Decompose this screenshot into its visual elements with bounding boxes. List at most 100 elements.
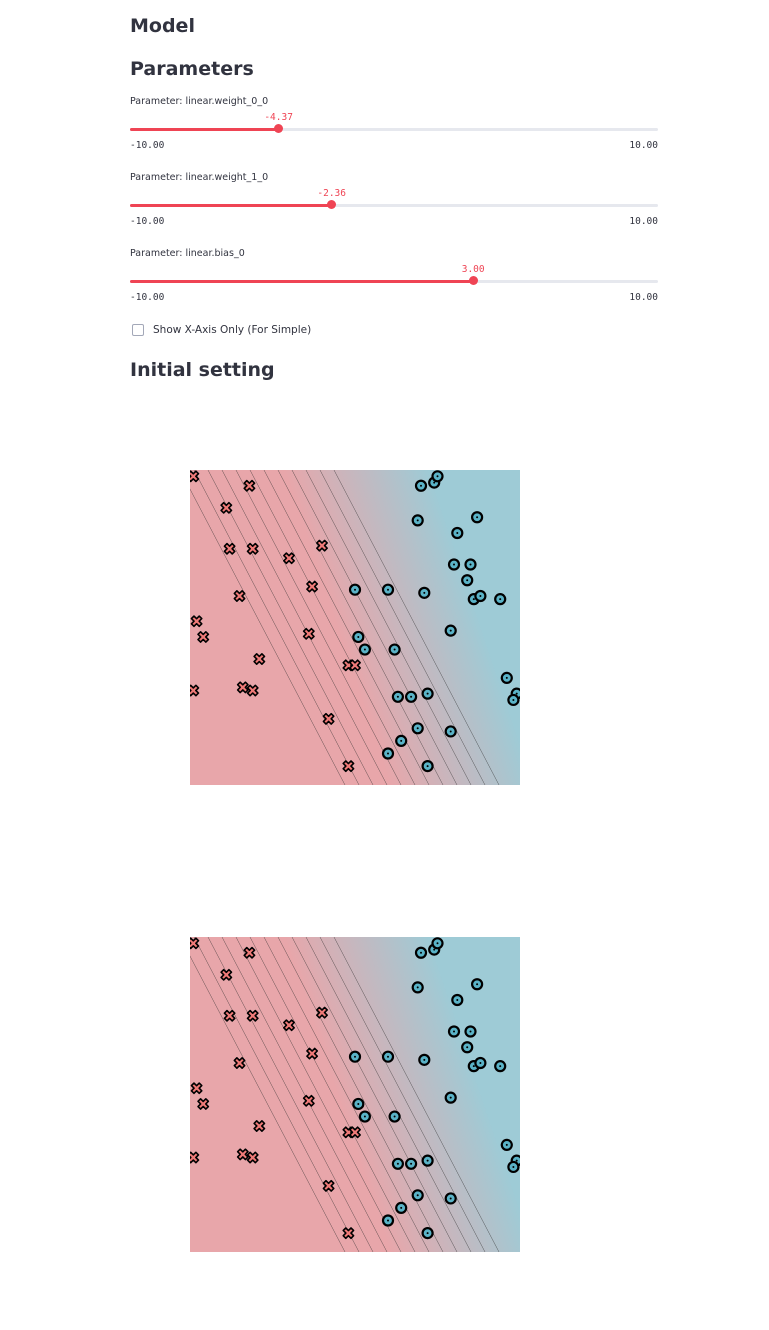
contour-line [319,470,486,785]
slider-weight-0-0[interactable]: -4.37 -10.00 10.00 [130,112,658,152]
class-x-point [190,937,200,950]
plot-svg [190,937,520,1252]
class-o-point [381,747,395,760]
class-o-point [405,690,418,703]
class-x-point [246,542,259,555]
class-x-point [223,542,236,555]
slider-weight-1-0[interactable]: -2.36 -10.00 10.00 [130,188,658,228]
x-axis-only-toggle[interactable]: Show X-Axis Only (For Simple) [132,324,311,336]
contour-line [221,470,388,785]
class-o-point [348,583,362,596]
contour-line [207,470,374,785]
contour-line [207,937,374,1252]
plot-svg [190,470,520,785]
class-o-point [421,687,434,700]
param-label: Parameter: linear.bias_0 [130,248,245,259]
contour-line [319,937,486,1252]
class-x-point [283,1019,295,1032]
class-o-point [411,1189,424,1202]
class-x-point [306,1047,319,1060]
slider-max: 10.00 [629,140,658,151]
class-o-point [388,1110,401,1123]
param-label: Parameter: linear.weight_0_0 [130,96,269,107]
class-o-point [395,1201,408,1214]
class-x-point [190,470,200,483]
class-x-point [316,1006,328,1019]
slider-min: -10.00 [130,140,165,151]
class-o-point [500,1138,513,1151]
class-x-point [253,1120,266,1132]
class-x-point [223,1009,236,1022]
contour-lines [190,937,500,1252]
class-o-point [418,1053,431,1066]
class-o-point [461,1041,474,1054]
slider-track[interactable] [130,204,658,207]
class-o-point [381,1050,395,1063]
class-x-point [246,1151,259,1164]
slider-track[interactable] [130,128,658,131]
class-o-point [444,1192,457,1205]
decision-boundary-plot-1 [190,470,520,785]
class-o-point [444,1091,457,1104]
class-x-point [316,539,328,552]
class-x-point [236,1148,249,1161]
class-o-point [381,1214,395,1227]
class-o-point [358,1110,371,1123]
slider-thumb[interactable] [468,276,478,285]
class-o-point [414,946,428,959]
class-x-point [253,653,266,665]
class-o-point [421,760,434,773]
model-heading: Model [130,15,195,37]
contour-line [235,470,402,785]
class-o-point [388,643,401,656]
contour-line [193,470,360,785]
param-label: Parameter: linear.weight_1_0 [130,172,269,183]
class-o-point [391,1157,404,1170]
class-x-point [220,501,233,514]
param-weight-0-0: Parameter: linear.weight_0_0 -4.37 -10.0… [130,96,658,162]
class-o-point [421,1154,434,1167]
class-x-point [243,479,256,492]
slider-thumb[interactable] [327,200,337,209]
contour-line [263,937,430,1252]
slider-fill [130,204,332,207]
class-o-point [421,1227,434,1240]
contour-line [190,955,346,1252]
class-x-point [349,659,361,672]
class-x-point [197,1097,210,1110]
class-o-point [494,1060,507,1073]
class-x-point [246,684,259,697]
decision-boundary-plot-2 [190,937,520,1252]
decision-region-background [190,937,520,1252]
slider-thumb[interactable] [274,124,284,133]
x-axis-only-checkbox[interactable] [132,324,144,336]
slider-min: -10.00 [130,292,165,303]
contour-line [291,937,458,1252]
contour-line [333,470,500,785]
param-weight-1-0: Parameter: linear.weight_1_0 -2.36 -10.0… [130,172,658,238]
param-bias-0: Parameter: linear.bias_0 3.00 -10.00 10.… [130,248,658,314]
class-o-point [418,586,431,599]
class-o-point [474,1056,487,1070]
class-o-point [447,1025,461,1038]
class-x-point [243,946,256,959]
contour-line [263,470,430,785]
slider-value: -2.36 [317,188,346,199]
slider-fill [130,280,474,283]
class-x-point [236,681,249,694]
class-o-point [405,1157,418,1170]
contour-line [305,937,472,1252]
slider-bias-0[interactable]: 3.00 -10.00 10.00 [130,264,658,304]
class-o-point [431,937,444,950]
class-o-point [494,593,507,606]
class-x-point [322,1179,335,1192]
class-o-point [411,722,424,735]
slider-track[interactable] [130,280,658,283]
class-x-point [190,1082,203,1095]
class-o-point [500,671,513,684]
class-o-point [461,574,474,587]
class-x-point [349,1126,361,1139]
class-o-point [352,1097,365,1111]
class-x-point [190,1151,200,1164]
contour-line [193,937,360,1252]
